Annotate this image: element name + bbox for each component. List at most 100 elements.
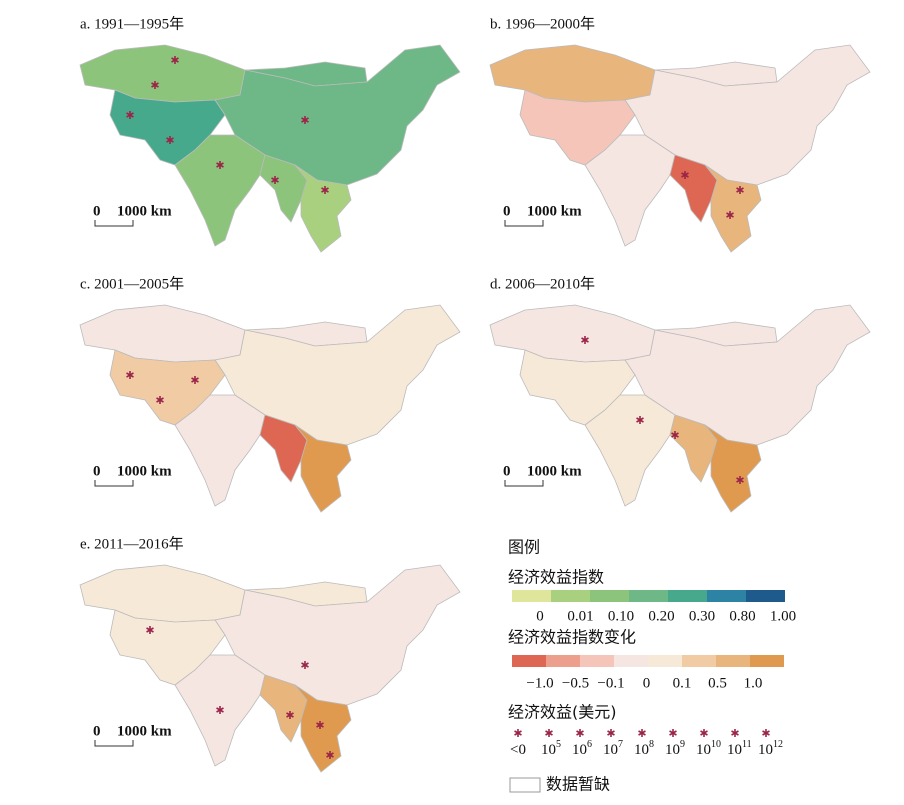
country-region xyxy=(79,304,246,363)
scale-bar xyxy=(94,480,134,487)
benefit-legend-marker xyxy=(731,729,739,737)
map xyxy=(489,304,871,513)
benefit-marker xyxy=(316,721,324,729)
index-swatch xyxy=(707,590,746,602)
benefit-marker xyxy=(301,661,309,669)
asterisk-stroke xyxy=(671,432,679,438)
change-label: 0.1 xyxy=(673,675,692,691)
change-label: −0.1 xyxy=(597,675,624,691)
asterisk-stroke xyxy=(151,82,159,88)
benefit-label: 107 xyxy=(603,739,623,758)
benefit-marker xyxy=(171,56,179,64)
country-region xyxy=(624,44,871,186)
panel-title: b. 1996—2000年 xyxy=(490,15,595,32)
change-label: 1.0 xyxy=(744,675,763,691)
benefit-marker xyxy=(326,751,334,759)
benefit-marker xyxy=(286,711,294,719)
country-region xyxy=(624,304,871,446)
legend-title: 图例 xyxy=(508,538,540,557)
benefit-label-base: 10 xyxy=(572,742,587,758)
benefit-marker xyxy=(126,111,134,119)
asterisk-stroke xyxy=(762,730,770,736)
benefit-marker xyxy=(301,116,309,124)
index-swatch xyxy=(746,590,785,602)
benefit-legend-marker xyxy=(638,729,646,737)
map xyxy=(79,44,461,253)
benefit-label-exp: 8 xyxy=(649,739,654,750)
benefit-label-exp: 11 xyxy=(742,739,752,750)
scale-label: 1000 km xyxy=(117,463,172,479)
benefit-marker xyxy=(636,416,644,424)
benefit-marker xyxy=(321,186,329,194)
country-region xyxy=(294,164,352,253)
panel-title: a. 1991—1995年 xyxy=(80,15,184,32)
index-label: 0.10 xyxy=(608,608,634,624)
benefit-legend-marker xyxy=(700,729,708,737)
benefit-label-exp: 12 xyxy=(773,739,783,750)
benefit-marker xyxy=(671,431,679,439)
scale-label: 1000 km xyxy=(527,463,582,479)
change-swatch xyxy=(648,655,682,667)
asterisk-stroke xyxy=(166,137,174,143)
benefit-label: 1012 xyxy=(758,739,783,758)
country-region xyxy=(704,424,762,513)
benefit-label-base: 10 xyxy=(634,742,649,758)
benefit-legend-marker xyxy=(762,729,770,737)
missing-label: 数据暂缺 xyxy=(546,775,610,794)
asterisk-stroke xyxy=(607,730,615,736)
country-region xyxy=(489,44,656,103)
asterisk-stroke xyxy=(700,730,708,736)
asterisk-stroke xyxy=(126,112,134,118)
index-label: 0.20 xyxy=(648,608,674,624)
scale-zero: 0 xyxy=(93,203,101,219)
index-legend-title: 经济效益指数 xyxy=(508,568,604,587)
benefit-marker xyxy=(271,176,279,184)
asterisk-stroke xyxy=(514,730,522,736)
index-label: 0.30 xyxy=(689,608,715,624)
change-swatch xyxy=(716,655,750,667)
benefit-marker xyxy=(216,161,224,169)
asterisk-stroke xyxy=(545,730,553,736)
benefit-marker xyxy=(191,376,199,384)
asterisk-stroke xyxy=(216,707,224,713)
scale-zero: 0 xyxy=(503,463,511,479)
change-swatch xyxy=(614,655,648,667)
country-region xyxy=(294,684,352,773)
country-region xyxy=(704,164,762,253)
benefit-legend-title: 经济效益(美元) xyxy=(508,703,617,722)
panel-title: d. 2006—2010年 xyxy=(490,275,595,292)
asterisk-stroke xyxy=(146,627,154,633)
benefit-label-base: 10 xyxy=(696,742,711,758)
change-legend-title: 经济效益指数变化 xyxy=(508,628,636,647)
country-region xyxy=(174,134,266,247)
map xyxy=(79,564,461,773)
map xyxy=(489,44,871,253)
asterisk-stroke xyxy=(156,397,164,403)
benefit-marker xyxy=(736,476,744,484)
benefit-label-exp: 7 xyxy=(618,739,623,750)
benefit-marker xyxy=(156,396,164,404)
benefit-marker xyxy=(681,171,689,179)
index-swatch xyxy=(629,590,668,602)
benefit-label: 1010 xyxy=(696,739,721,758)
panel-title: e. 2011—2016年 xyxy=(80,535,184,552)
change-swatch xyxy=(750,655,784,667)
asterisk-stroke xyxy=(638,730,646,736)
asterisk-stroke xyxy=(576,730,584,736)
scale-label: 1000 km xyxy=(527,203,582,219)
country-region xyxy=(79,44,246,103)
benefit-marker xyxy=(216,706,224,714)
country-region xyxy=(489,304,656,363)
scale-bar xyxy=(504,480,544,487)
benefit-label-base: 10 xyxy=(603,742,618,758)
benefit-marker xyxy=(726,211,734,219)
scale-zero: 0 xyxy=(93,463,101,479)
benefit-label: 105 xyxy=(541,739,561,758)
benefit-label-exp: 6 xyxy=(587,739,592,750)
benefit-label: 1011 xyxy=(727,739,752,758)
benefit-marker xyxy=(151,81,159,89)
change-swatch xyxy=(512,655,546,667)
country-region xyxy=(584,134,676,247)
change-label: −1.0 xyxy=(526,675,553,691)
